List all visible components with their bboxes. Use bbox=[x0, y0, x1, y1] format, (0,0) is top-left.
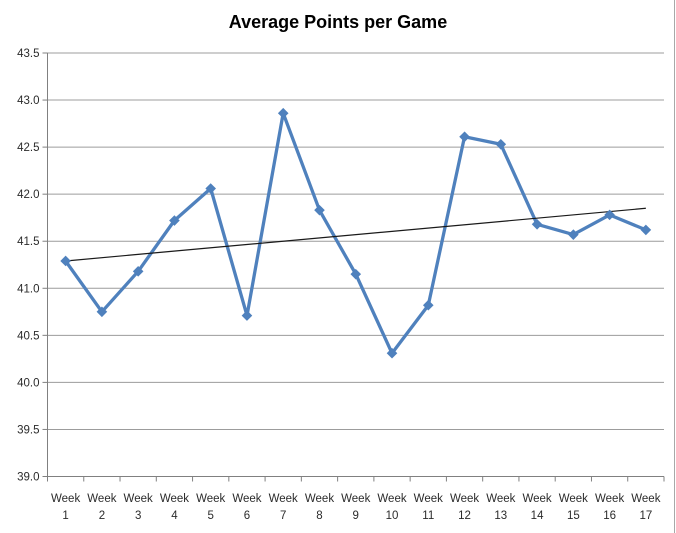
x-axis-label: Week 9 bbox=[341, 493, 370, 522]
x-axis-label: Week 3 bbox=[124, 493, 153, 522]
data-point-marker bbox=[531, 218, 543, 230]
data-point-marker bbox=[96, 306, 108, 318]
data-point-marker bbox=[132, 266, 144, 277]
x-axis-label: Week 15 bbox=[559, 493, 588, 522]
data-point-marker bbox=[241, 310, 253, 321]
x-axis-label: Week 1 bbox=[51, 493, 80, 522]
x-axis-label: Week 8 bbox=[305, 493, 334, 522]
data-point-marker bbox=[314, 204, 325, 216]
trendline bbox=[65, 207, 646, 262]
x-axis-label: Week 11 bbox=[414, 493, 443, 522]
data-point-marker bbox=[205, 183, 216, 194]
data-point-marker bbox=[350, 268, 362, 280]
data-point-marker bbox=[604, 209, 615, 221]
series-line bbox=[63, 111, 648, 355]
x-axis-label: Week 6 bbox=[232, 493, 261, 522]
y-axis-label: 43.0 bbox=[17, 95, 39, 107]
data-point-marker bbox=[277, 107, 289, 119]
x-axis-label: Week 7 bbox=[269, 493, 298, 522]
x-axis-label: Week 12 bbox=[450, 493, 479, 522]
data-point-marker bbox=[568, 229, 579, 240]
chart-title: Average Points per Game bbox=[228, 12, 448, 32]
x-axis-label: Week 16 bbox=[595, 493, 624, 522]
y-axis-label: 42.5 bbox=[17, 142, 39, 154]
data-point-marker bbox=[640, 224, 652, 236]
chart-area-right-border bbox=[674, 0, 675, 533]
x-axis-label: Week 17 bbox=[631, 493, 660, 522]
data-point-marker bbox=[422, 299, 434, 311]
x-axis-label: Week 2 bbox=[87, 493, 116, 522]
y-axis-label: 39.0 bbox=[17, 472, 39, 484]
x-axis-label: Week 4 bbox=[160, 493, 189, 522]
y-axis-label: 41.5 bbox=[17, 236, 39, 248]
y-axis-label: 42.0 bbox=[17, 189, 39, 201]
y-axis-label: 43.5 bbox=[17, 48, 39, 60]
y-axis-label: 41.0 bbox=[17, 283, 39, 295]
y-axis-label: 40.0 bbox=[17, 377, 39, 389]
data-point-marker bbox=[169, 215, 180, 226]
x-axis-label: Week 10 bbox=[377, 493, 406, 522]
y-axis-label: 40.5 bbox=[17, 330, 39, 342]
y-axis-label: 39.5 bbox=[17, 424, 39, 436]
x-axis-label: Week 14 bbox=[522, 493, 551, 522]
data-point-marker bbox=[459, 131, 470, 143]
x-axis-label: Week 13 bbox=[486, 493, 515, 522]
data-point-marker bbox=[495, 138, 507, 150]
data-point-marker bbox=[60, 255, 71, 267]
x-axis-label: Week 5 bbox=[196, 493, 225, 522]
data-point-marker bbox=[386, 347, 398, 359]
